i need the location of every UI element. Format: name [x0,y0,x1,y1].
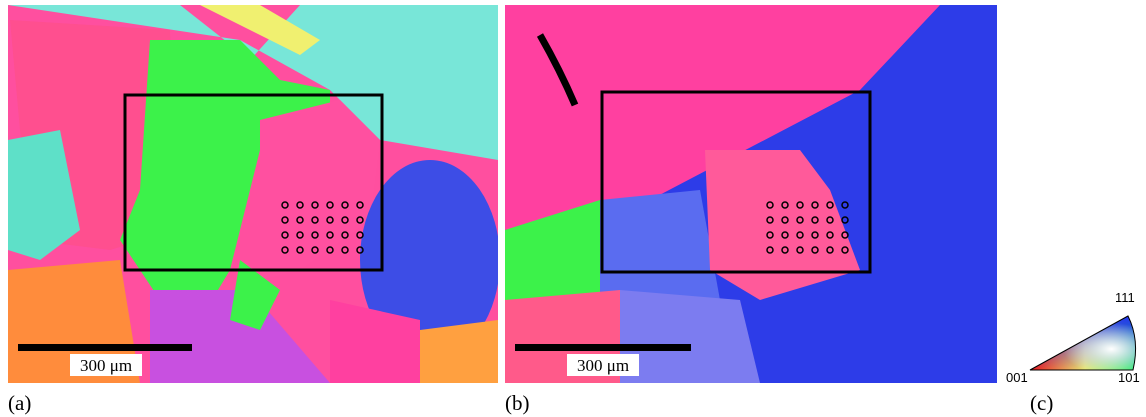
panel-label: (b) [505,391,530,415]
corner-label: 001 [1006,370,1028,385]
panel-label: (c) [1030,391,1053,415]
map-a [8,5,500,383]
scale-bar-label: 300 μm [80,356,132,375]
panel-label: (a) [8,391,31,415]
scale-bar-label: 300 μm [577,356,629,375]
map-b [505,5,997,383]
figure: 300 μm (a) 300 μm (b) 111 001 101 (c) [0,0,1146,417]
corner-label: 111 [1115,290,1135,305]
corner-label: 101 [1118,370,1140,385]
ipf-triangle [1025,310,1145,375]
